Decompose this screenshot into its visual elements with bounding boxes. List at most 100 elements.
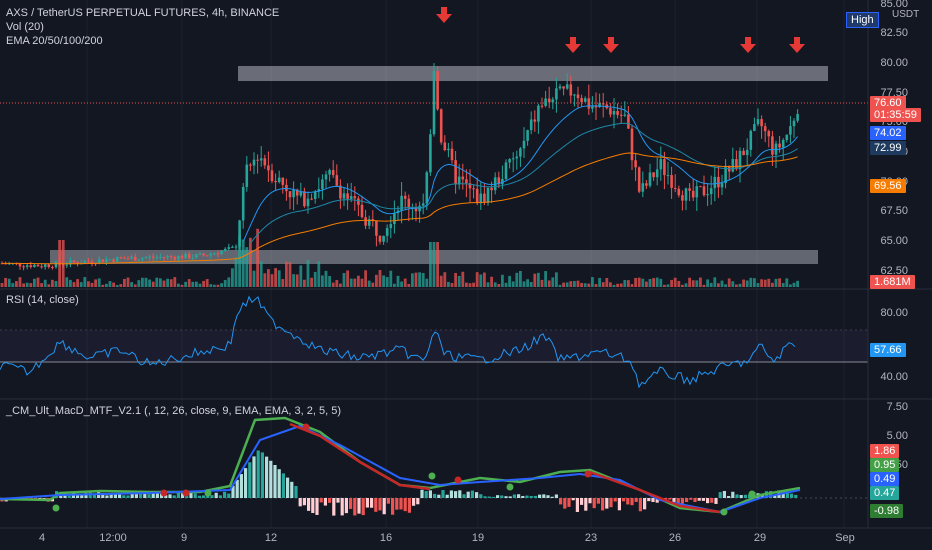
candle-body bbox=[526, 130, 529, 141]
candle-body bbox=[191, 257, 195, 259]
volume-bar bbox=[745, 280, 749, 287]
volume-bar bbox=[288, 262, 292, 287]
macd-histogram-bar bbox=[596, 498, 600, 504]
volume-bar bbox=[562, 282, 565, 287]
macd-histogram-bar bbox=[290, 481, 294, 498]
volume-bar bbox=[151, 281, 155, 287]
candle-body bbox=[270, 170, 274, 181]
macd-tick: 5.00 bbox=[886, 430, 908, 442]
candle-body bbox=[551, 99, 555, 103]
macd-histogram-bar bbox=[143, 491, 147, 498]
candle-body bbox=[105, 259, 108, 262]
macd-histogram-bar bbox=[714, 498, 718, 504]
candle-body bbox=[468, 183, 472, 189]
macd-histogram-bar bbox=[563, 498, 567, 509]
macd-signal-line bbox=[0, 424, 801, 514]
volume-bar bbox=[317, 261, 321, 287]
macd-histogram-bar bbox=[118, 493, 122, 498]
candle-body bbox=[609, 108, 612, 115]
candle-body bbox=[375, 220, 378, 236]
candle-body bbox=[666, 175, 670, 177]
candle-body bbox=[756, 119, 760, 125]
candle-body bbox=[306, 198, 310, 207]
volume-bar bbox=[385, 277, 389, 287]
ema-legend[interactable]: EMA 20/50/100/200 bbox=[6, 35, 103, 47]
volume-bar bbox=[587, 283, 591, 287]
price-axis[interactable]: USDT bbox=[868, 0, 932, 530]
candle-body bbox=[508, 159, 511, 163]
candle-body bbox=[634, 160, 637, 168]
candle-body bbox=[234, 246, 238, 248]
volume-bar bbox=[393, 283, 396, 287]
candle-body bbox=[583, 98, 587, 102]
macd-badge: 1.86 bbox=[870, 444, 900, 458]
volume-bar bbox=[576, 280, 580, 287]
candle-body bbox=[673, 187, 677, 189]
candle-body bbox=[51, 266, 54, 268]
candle-body bbox=[292, 189, 295, 198]
candle-body bbox=[432, 71, 436, 135]
symbol-title[interactable]: AXS / TetherUS PERPETUAL FUTURES, 4h, BI… bbox=[6, 7, 280, 19]
time-tick: 16 bbox=[379, 532, 393, 544]
main-legend: AXS / TetherUS PERPETUAL FUTURES, 4h, BI… bbox=[6, 6, 279, 48]
macd-cross-dot bbox=[584, 470, 592, 478]
volume-bar bbox=[673, 277, 677, 287]
candle-body bbox=[792, 120, 796, 127]
volume-bar bbox=[616, 283, 619, 287]
macd-histogram-bar bbox=[441, 490, 445, 498]
candle-body bbox=[281, 177, 285, 185]
candle-body bbox=[774, 143, 778, 155]
volume-bar bbox=[411, 273, 414, 287]
macd-histogram-bar bbox=[181, 493, 185, 498]
macd-histogram-bar bbox=[80, 494, 84, 498]
candle-body bbox=[587, 98, 591, 109]
macd-tick: 7.50 bbox=[886, 401, 908, 413]
volume-bar bbox=[389, 270, 393, 287]
volume-bar bbox=[681, 284, 684, 287]
volume-bar bbox=[378, 270, 382, 287]
macd-legend[interactable]: _CM_Ult_MacD_MTF_V2.1 (, 12, 26, close, … bbox=[6, 404, 341, 418]
candle-body bbox=[565, 84, 569, 89]
volume-bar bbox=[119, 284, 123, 287]
volume-bar bbox=[731, 281, 735, 287]
candle-body bbox=[108, 259, 112, 261]
volume-bar bbox=[594, 284, 598, 287]
volume-bar bbox=[609, 282, 612, 287]
candle-body bbox=[663, 159, 666, 176]
candle-body bbox=[497, 177, 501, 185]
volume-legend[interactable]: Vol (20) bbox=[6, 21, 44, 33]
macd-histogram-bar bbox=[311, 498, 315, 514]
volume-bar bbox=[144, 277, 148, 287]
macd-histogram-bar bbox=[63, 493, 67, 498]
macd-histogram-bar bbox=[554, 494, 558, 498]
rsi-legend[interactable]: RSI (14, close) bbox=[6, 293, 79, 307]
macd-histogram-bar bbox=[445, 494, 449, 498]
pane-separators bbox=[0, 0, 932, 529]
volume-bar bbox=[36, 277, 40, 287]
candle-body bbox=[162, 257, 166, 259]
macd-histogram-bar bbox=[223, 491, 227, 498]
macd-bear-line bbox=[589, 470, 721, 514]
macd-histogram-bar bbox=[634, 498, 638, 502]
volume-bar bbox=[699, 277, 702, 287]
candle-body bbox=[594, 106, 598, 108]
down-arrow-icon bbox=[603, 37, 619, 53]
candle-body bbox=[645, 183, 648, 186]
volume-bar bbox=[216, 284, 220, 287]
candle-body bbox=[205, 255, 209, 257]
volume-bar bbox=[792, 282, 796, 287]
volume-bar bbox=[583, 283, 587, 287]
volume-bar bbox=[414, 272, 418, 287]
volume-bar bbox=[663, 284, 666, 287]
candle-body bbox=[677, 188, 681, 196]
candle-body bbox=[573, 94, 576, 96]
macd-histogram-bar bbox=[403, 498, 407, 512]
candle-body bbox=[630, 128, 634, 161]
candle-body bbox=[321, 179, 324, 190]
macd-histogram-bar bbox=[239, 474, 243, 498]
macd-cross-dot bbox=[302, 423, 310, 431]
candle-body bbox=[616, 111, 619, 115]
volume-bar bbox=[51, 279, 54, 287]
volume-bar bbox=[108, 281, 112, 287]
